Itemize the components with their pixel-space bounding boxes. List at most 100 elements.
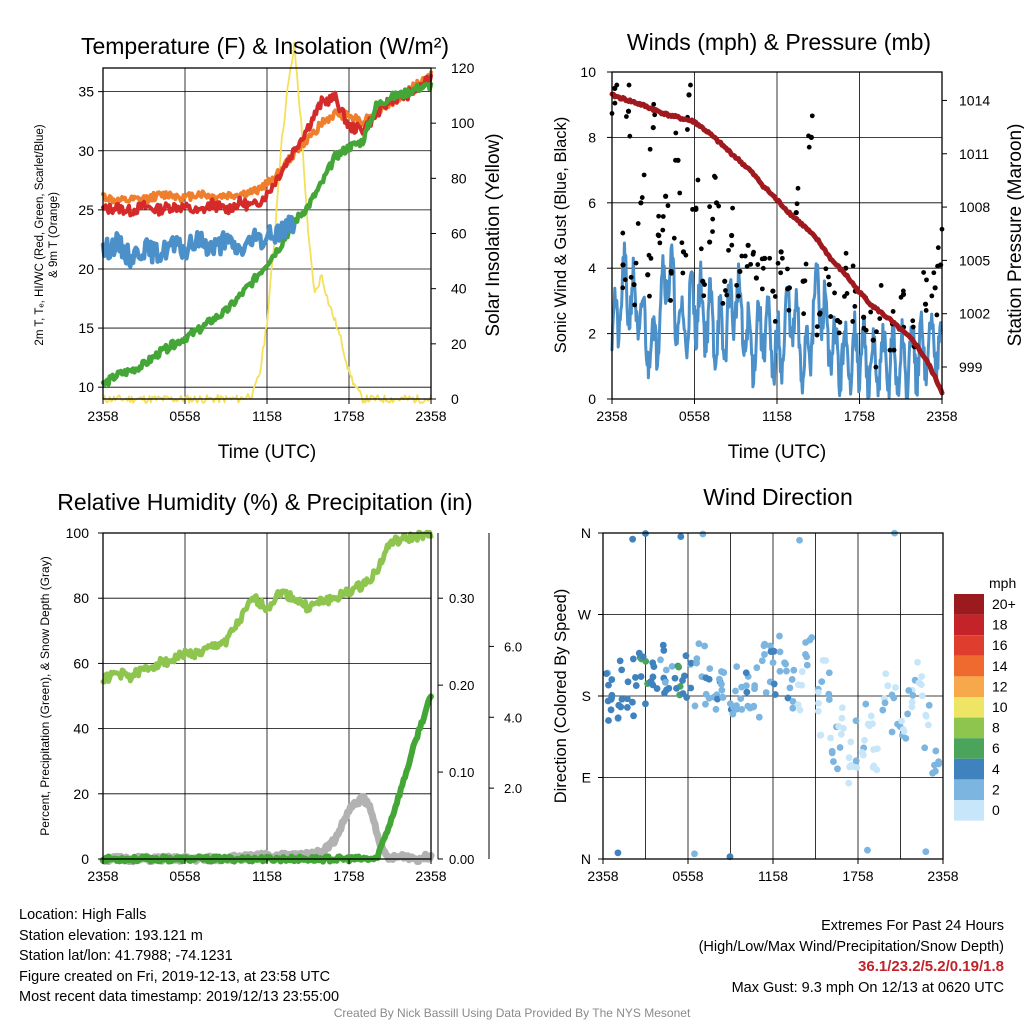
gust-point (850, 319, 856, 324)
direction-point (733, 702, 740, 710)
direction-point (753, 664, 761, 672)
gust-point (683, 252, 689, 258)
direction-point (909, 691, 917, 699)
y-tick-label: 4 (588, 260, 596, 276)
y-tick-label: 60 (73, 655, 89, 671)
y2-tick-label: 80 (451, 170, 467, 186)
x-tick-label: 1158 (758, 868, 788, 884)
y2-tick-label: 0 (451, 391, 459, 407)
direction-point (605, 717, 612, 724)
direction-point (653, 685, 661, 692)
credit-text: Created By Nick Bassill Using Data Provi… (333, 1006, 691, 1020)
gust-point (877, 316, 883, 321)
direction-point (614, 714, 622, 722)
direction-point (783, 667, 790, 675)
legend-label: 8 (992, 720, 1000, 736)
x-tick-label: 2358 (587, 868, 618, 884)
y-axis-label-left: Percent, Precipitation (Green), & Snow D… (38, 556, 52, 835)
station-info: Location: High Falls Station elevation: … (19, 905, 339, 1008)
gust-point (772, 319, 778, 324)
direction-point (618, 666, 626, 674)
gust-point (612, 100, 618, 106)
direction-point (845, 779, 853, 787)
direction-point (769, 659, 777, 666)
gust-point (852, 304, 858, 309)
gust-point (873, 364, 879, 370)
gust-point (647, 146, 653, 152)
gust-point (702, 282, 707, 287)
gust-point (809, 113, 815, 119)
direction-point (732, 687, 739, 695)
y3-tick-label: 6.0 (504, 639, 522, 654)
y-tick-label: 100 (66, 525, 90, 541)
direction-point (663, 686, 670, 694)
x-tick-label: 1758 (844, 408, 875, 424)
extremes-title: Extremes For Past 24 Hours (821, 918, 1004, 934)
gust-point (836, 330, 842, 336)
direction-point (922, 712, 930, 720)
x-axis-label: Time (UTC) (218, 442, 317, 463)
max-gust-text: Max Gust: 9.3 mph On 12/13 at 0620 UTC (731, 979, 1004, 996)
y-tick-label: 8 (588, 129, 596, 145)
direction-point (859, 751, 867, 759)
direction-point (639, 653, 647, 661)
gust-point (736, 293, 741, 299)
gust-point (665, 203, 671, 209)
direction-point (803, 661, 811, 669)
direction-point (825, 669, 833, 677)
gust-point (922, 301, 929, 307)
direction-point (862, 700, 870, 708)
series-solar-insolation (102, 41, 432, 404)
direction-point (691, 850, 698, 858)
gust-point (850, 263, 856, 269)
y-tick-label: S (582, 688, 591, 704)
y2-tick-label: 0.10 (449, 765, 474, 780)
gust-point (651, 101, 657, 107)
gust-point (828, 314, 834, 319)
direction-point (825, 690, 833, 698)
x-tick-label: 1158 (252, 408, 282, 424)
gust-point (806, 144, 812, 150)
direction-point (718, 686, 726, 694)
gust-point (843, 250, 849, 256)
direction-point (630, 712, 637, 720)
legend-label: 2 (992, 781, 1000, 797)
direction-point (614, 849, 622, 857)
direction-point (702, 690, 710, 698)
y-axis-label-left: 2m T, Tₑ, HI/WC (Red, Green, Scarlet/Blu… (34, 124, 46, 345)
direction-point (706, 665, 714, 672)
direction-point (657, 656, 664, 664)
gust-point (625, 108, 632, 114)
y-tick-label: 0 (588, 391, 596, 407)
direction-point (695, 640, 703, 648)
y-tick-label: 80 (73, 590, 89, 606)
direction-point (687, 659, 695, 667)
gust-point (695, 177, 701, 183)
direction-point (701, 642, 709, 650)
y2-tick-label: 0.20 (449, 678, 474, 693)
gust-point (620, 262, 626, 268)
gust-point (837, 319, 843, 325)
direction-point (836, 744, 844, 751)
gust-point (685, 127, 690, 132)
gust-point (657, 240, 663, 246)
y-tick-label: E (582, 770, 591, 786)
direction-point (766, 642, 774, 650)
gust-point (631, 281, 637, 288)
elevation-text: Station elevation: 193.121 m (19, 927, 203, 944)
gust-point (638, 200, 644, 206)
gust-point (748, 261, 754, 267)
y2-tick-label: 1005 (959, 252, 990, 268)
direction-point (770, 680, 778, 688)
gust-point (626, 82, 632, 88)
extremes-values: 36.1/23.2/5.2/0.19/1.8 (858, 958, 1004, 975)
direction-point (662, 666, 670, 674)
direction-point (718, 680, 725, 688)
gust-point (779, 255, 785, 261)
direction-point (637, 673, 645, 680)
direction-point (750, 703, 757, 711)
direction-point (796, 706, 804, 714)
legend-title: mph (989, 575, 1016, 591)
direction-point (790, 666, 798, 674)
gust-point (801, 311, 807, 317)
